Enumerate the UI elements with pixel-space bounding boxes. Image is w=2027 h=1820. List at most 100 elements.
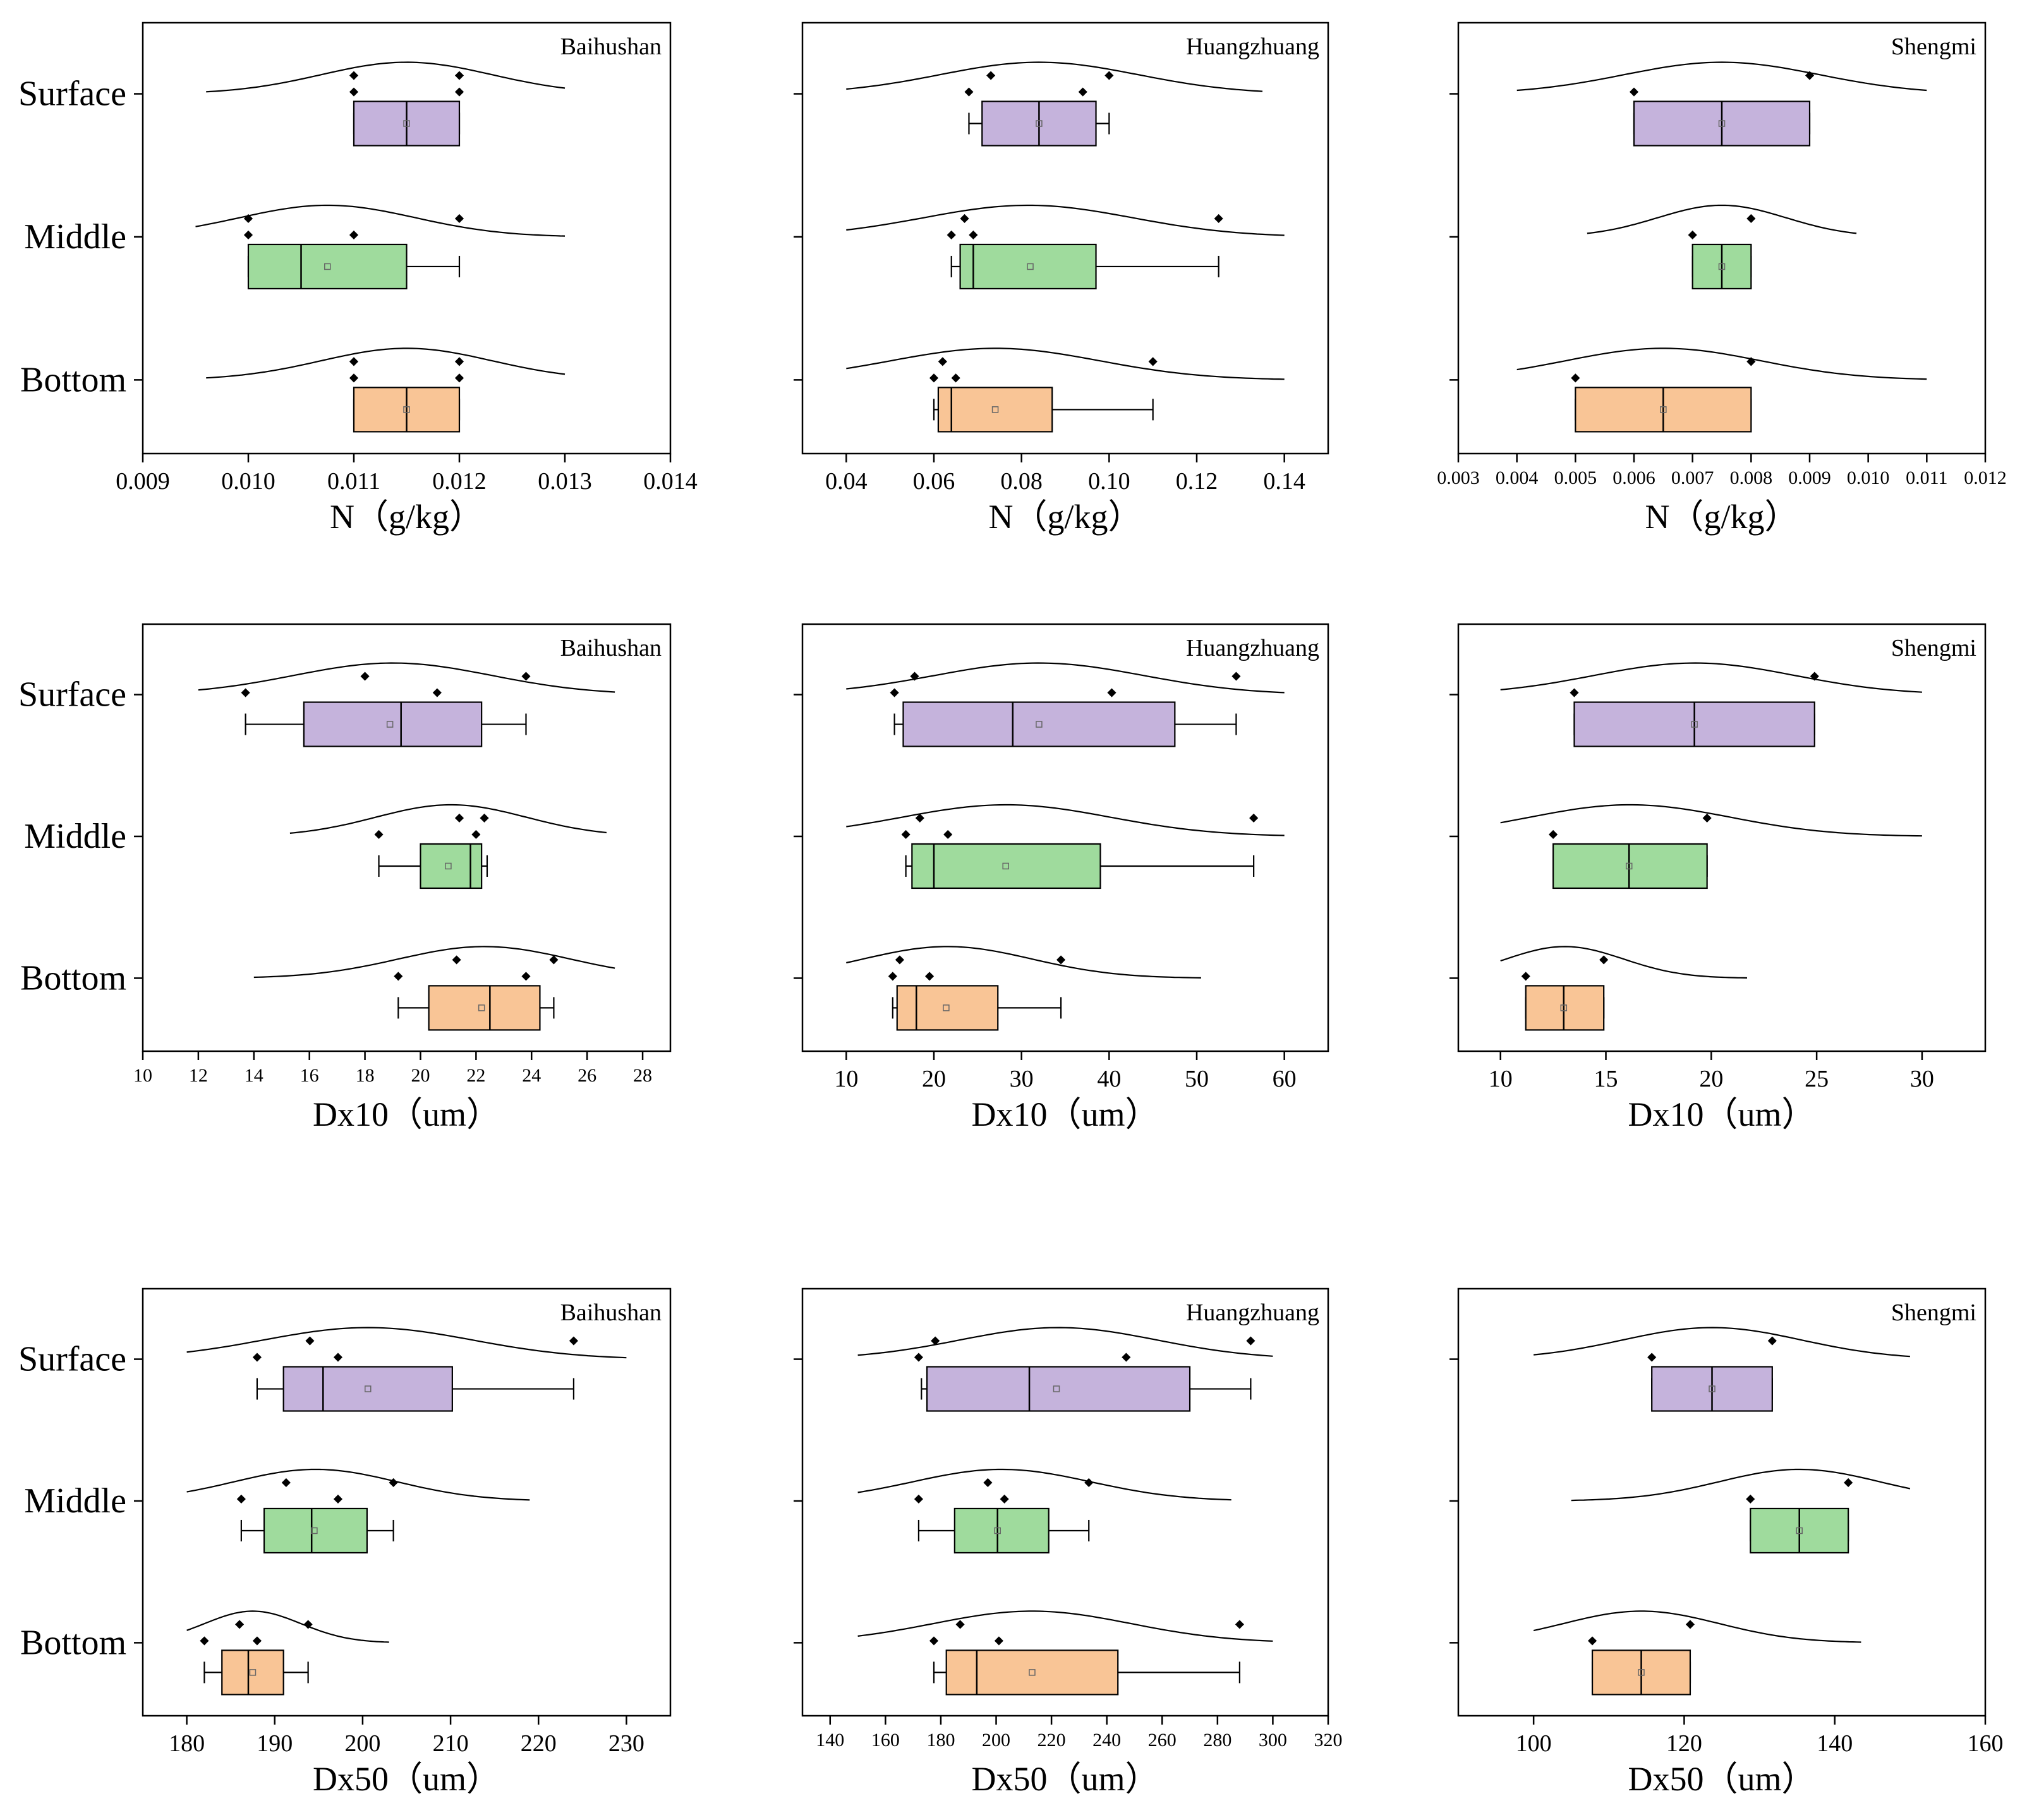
distribution-curve bbox=[206, 61, 566, 93]
data-point bbox=[1702, 813, 1712, 823]
plot-frame bbox=[1457, 623, 1987, 1052]
data-point bbox=[243, 214, 253, 224]
x-tick-label: 120 bbox=[1666, 1730, 1702, 1757]
y-tick-label: Surface bbox=[18, 1340, 126, 1379]
distribution-curve bbox=[289, 804, 607, 834]
series-bottom: Bottom bbox=[20, 347, 566, 433]
x-tick-label: 210 bbox=[433, 1730, 469, 1757]
box bbox=[896, 985, 999, 1031]
x-axis-label: Dx10（um） bbox=[1628, 1095, 1816, 1133]
box bbox=[959, 243, 1097, 290]
box bbox=[247, 243, 408, 290]
data-point bbox=[964, 87, 974, 97]
series-middle: Middle bbox=[24, 804, 607, 889]
x-tick-label: 140 bbox=[816, 1730, 844, 1751]
x-tick-label: 0.009 bbox=[1788, 467, 1831, 488]
mean-marker bbox=[943, 1004, 950, 1011]
data-point bbox=[1246, 1336, 1256, 1346]
x-axis-label: Dx50（um） bbox=[972, 1760, 1159, 1798]
x-tick-label: 100 bbox=[1516, 1730, 1552, 1757]
x-tick-label: 300 bbox=[1259, 1730, 1287, 1751]
data-point bbox=[454, 214, 464, 224]
x-tick-label: 320 bbox=[1314, 1730, 1343, 1751]
data-point bbox=[349, 71, 359, 80]
x-tick-label: 260 bbox=[1148, 1730, 1177, 1751]
data-point bbox=[349, 230, 359, 240]
distribution-curve bbox=[198, 662, 615, 693]
x-tick-label: 0.10 bbox=[1088, 468, 1130, 495]
x-tick-label: 30 bbox=[1910, 1066, 1934, 1092]
data-point bbox=[1148, 357, 1158, 366]
panel-title: Huangzhuang bbox=[1186, 1299, 1319, 1326]
data-point bbox=[236, 1494, 246, 1504]
data-point bbox=[960, 214, 969, 224]
data-point bbox=[521, 672, 531, 681]
mean-marker bbox=[1718, 263, 1726, 270]
x-tick-label: 0.013 bbox=[538, 468, 592, 495]
series-bottom bbox=[1449, 1610, 1861, 1696]
data-point bbox=[349, 87, 359, 97]
distribution-curve bbox=[1516, 61, 1927, 92]
distribution-curve bbox=[857, 1327, 1273, 1357]
x-tick-label: 180 bbox=[169, 1730, 205, 1757]
x-tick-label: 0.06 bbox=[913, 468, 955, 495]
data-point bbox=[374, 829, 384, 840]
box bbox=[221, 1649, 284, 1696]
data-point bbox=[360, 672, 370, 681]
panel-title: Baihushan bbox=[560, 33, 662, 60]
x-tick-label: 200 bbox=[344, 1730, 380, 1757]
data-point bbox=[454, 71, 464, 80]
data-point bbox=[454, 357, 464, 366]
box bbox=[420, 843, 483, 889]
series-surface: Surface bbox=[18, 662, 615, 747]
data-point bbox=[986, 71, 996, 80]
panel-title: Shengmi bbox=[1891, 33, 1976, 60]
x-axis-label: Dx10（um） bbox=[313, 1095, 500, 1133]
distribution-curve bbox=[1533, 1327, 1910, 1358]
x-tick-label: 0.011 bbox=[327, 468, 380, 495]
box bbox=[1525, 985, 1605, 1031]
mean-marker bbox=[994, 1527, 1001, 1534]
box bbox=[1552, 843, 1708, 889]
x-tick-label: 0.08 bbox=[1000, 468, 1043, 495]
data-point bbox=[924, 972, 935, 981]
panel-1: Baihushan 0.009 0.010 0.011 0.012 0.013 0.014 N… bbox=[18, 21, 698, 536]
x-tick-label: 0.014 bbox=[643, 468, 698, 495]
distribution-curve bbox=[1533, 1610, 1861, 1643]
mean-marker bbox=[403, 406, 410, 413]
mean-marker bbox=[324, 263, 331, 270]
distribution-curve bbox=[846, 204, 1285, 236]
data-point bbox=[1647, 1353, 1657, 1362]
x-tick-label: 40 bbox=[1097, 1066, 1121, 1092]
mean-marker bbox=[311, 1527, 318, 1534]
x-tick-label: 15 bbox=[1594, 1066, 1618, 1092]
series-middle bbox=[1449, 204, 1857, 290]
mean-marker bbox=[403, 120, 410, 127]
series-bottom bbox=[794, 1610, 1273, 1696]
x-tick-label: 25 bbox=[1805, 1066, 1829, 1092]
mean-marker bbox=[1036, 721, 1043, 728]
data-point bbox=[200, 1636, 209, 1646]
mean-marker bbox=[991, 406, 999, 413]
y-tick-label: Middle bbox=[24, 217, 126, 256]
x-tick-label: 280 bbox=[1203, 1730, 1231, 1751]
distribution-curve bbox=[1571, 1468, 1911, 1502]
data-point bbox=[983, 1478, 993, 1488]
mean-marker bbox=[1036, 120, 1043, 127]
mean-marker bbox=[1560, 1004, 1568, 1011]
data-point bbox=[252, 1636, 262, 1646]
mean-marker bbox=[365, 1385, 372, 1392]
mean-marker bbox=[1709, 1385, 1715, 1392]
data-point bbox=[549, 955, 559, 965]
data-point bbox=[943, 829, 953, 840]
x-tick-label: 10 bbox=[834, 1066, 858, 1092]
series-middle bbox=[794, 1468, 1231, 1554]
mean-marker bbox=[1029, 1669, 1036, 1676]
mean-marker bbox=[249, 1669, 257, 1676]
data-point bbox=[1084, 1478, 1094, 1488]
x-tick-label: 180 bbox=[926, 1730, 955, 1751]
x-tick-label: 0.005 bbox=[1554, 467, 1597, 488]
panel-title: Shengmi bbox=[1891, 1299, 1976, 1326]
plot-frame bbox=[142, 623, 672, 1052]
